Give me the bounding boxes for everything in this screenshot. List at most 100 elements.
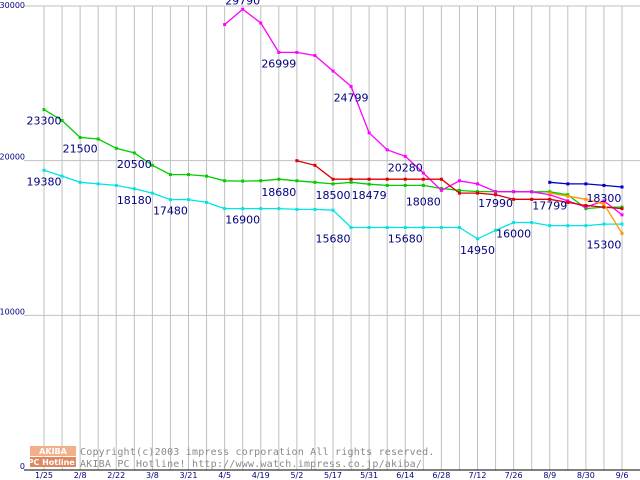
x-tick-label: 4/19: [252, 471, 270, 480]
data-point: [277, 177, 281, 181]
data-point: [150, 163, 154, 167]
data-point: [476, 190, 479, 194]
data-point: [602, 222, 606, 226]
x-tick-label: 2/8: [74, 471, 87, 480]
data-point: [439, 188, 443, 192]
data-point: [241, 7, 245, 11]
data-point: [403, 225, 407, 229]
data-point: [42, 168, 46, 172]
data-point: [259, 179, 263, 183]
y-tick-label: 30000: [0, 1, 25, 10]
data-point: [421, 177, 425, 181]
data-point: [548, 224, 552, 228]
data-point: [457, 188, 461, 192]
data-point: [548, 180, 552, 184]
y-axis-ticks: 0 10000 20000 30000: [0, 1, 25, 471]
watermark: AKIBA PC Hotline! Copyright(c)2003 impre…: [28, 446, 434, 470]
data-point: [584, 197, 588, 201]
data-label: 29790: [225, 0, 260, 7]
x-tick-label: 1/25: [35, 471, 53, 480]
data-point: [476, 191, 479, 195]
data-point: [512, 197, 516, 201]
data-point: [331, 182, 335, 186]
data-point: [457, 191, 461, 195]
data-point: [223, 23, 227, 27]
data-point: [403, 154, 407, 158]
data-point: [620, 231, 624, 235]
data-point: [349, 225, 353, 229]
data-label: 17799: [532, 200, 567, 213]
x-tick-label: 3/21: [180, 471, 198, 480]
data-point: [150, 191, 154, 195]
data-label: 17480: [153, 205, 188, 218]
data-point: [205, 200, 209, 204]
data-label: 16900: [225, 214, 260, 227]
data-point: [114, 146, 118, 150]
data-point: [78, 135, 82, 139]
y-tick-label: 20000: [0, 153, 25, 162]
data-point: [385, 183, 389, 187]
data-point: [439, 177, 443, 181]
data-point: [584, 207, 588, 211]
data-point: [566, 194, 570, 198]
data-point: [548, 197, 552, 201]
data-point: [620, 213, 624, 217]
y-tick-label: 0: [20, 462, 25, 471]
data-point: [530, 190, 534, 194]
data-point: [168, 173, 172, 177]
data-point: [187, 173, 190, 177]
x-tick-label: 8/30: [577, 471, 595, 480]
data-label: 21500: [63, 142, 98, 155]
data-point: [96, 137, 100, 141]
data-point: [476, 237, 479, 241]
data-point: [223, 207, 227, 211]
data-label: 18680: [261, 186, 296, 199]
data-label: 15680: [388, 232, 423, 245]
data-point: [367, 177, 371, 181]
data-point: [566, 224, 570, 228]
data-point: [367, 182, 371, 186]
data-point: [367, 131, 371, 135]
data-point: [421, 225, 425, 229]
data-point: [349, 177, 353, 181]
x-tick-label: 8/9: [543, 471, 556, 480]
data-point: [530, 221, 534, 225]
site-url-text: AKIBA PC Hotline! http://www.watch.impre…: [80, 459, 422, 470]
data-point: [602, 202, 606, 206]
data-point: [512, 221, 516, 225]
data-point: [349, 180, 353, 184]
data-point: [620, 205, 624, 209]
data-point: [620, 207, 624, 211]
x-tick-label: 9/6: [616, 471, 629, 480]
data-point: [566, 193, 570, 197]
data-point: [494, 190, 498, 194]
data-label: 18080: [406, 195, 441, 208]
data-point: [295, 207, 299, 211]
data-label: 16000: [496, 228, 531, 241]
data-point: [439, 225, 443, 229]
data-point: [439, 187, 443, 191]
data-point: [403, 177, 407, 181]
data-point: [548, 191, 552, 195]
data-point: [566, 182, 570, 186]
x-tick-label: 3/8: [146, 471, 159, 480]
data-point: [620, 185, 624, 189]
data-label: 17990: [478, 197, 513, 210]
data-point: [385, 148, 389, 152]
data-point: [42, 108, 46, 112]
x-tick-label: 5/17: [324, 471, 342, 480]
data-point: [259, 21, 263, 25]
data-point: [566, 199, 570, 203]
data-point: [457, 225, 461, 229]
data-label: 24799: [334, 91, 369, 104]
data-point: [313, 180, 317, 184]
data-label: 26999: [261, 57, 296, 70]
data-point: [584, 204, 588, 208]
data-point: [313, 207, 317, 211]
grid: [24, 5, 640, 471]
data-point: [421, 183, 425, 187]
data-point: [168, 198, 172, 202]
data-point: [223, 179, 227, 183]
data-label: 18180: [117, 194, 152, 207]
